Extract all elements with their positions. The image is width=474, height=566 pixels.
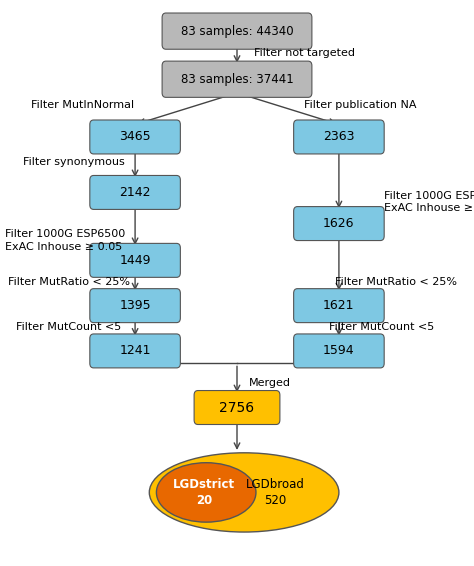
Text: 83 samples: 44340: 83 samples: 44340 [181, 25, 293, 37]
Text: Filter publication NA: Filter publication NA [304, 100, 417, 110]
Text: Merged: Merged [249, 378, 291, 388]
FancyBboxPatch shape [90, 334, 180, 368]
Text: 83 samples: 37441: 83 samples: 37441 [181, 73, 293, 85]
Text: 2363: 2363 [323, 131, 355, 143]
Text: Filter 1000G ESP6500
ExAC Inhouse ≥ 0.05: Filter 1000G ESP6500 ExAC Inhouse ≥ 0.05 [5, 229, 125, 252]
Ellipse shape [156, 463, 256, 522]
Text: 1594: 1594 [323, 345, 355, 357]
FancyBboxPatch shape [90, 120, 180, 154]
FancyBboxPatch shape [90, 289, 180, 323]
FancyBboxPatch shape [293, 289, 384, 323]
Text: Filter 1000G ESP6500
ExAC Inhouse ≥ 0.05: Filter 1000G ESP6500 ExAC Inhouse ≥ 0.05 [384, 191, 474, 213]
FancyBboxPatch shape [293, 334, 384, 368]
Text: 2142: 2142 [119, 186, 151, 199]
Text: 1449: 1449 [119, 254, 151, 267]
FancyBboxPatch shape [90, 243, 180, 277]
Text: 1395: 1395 [119, 299, 151, 312]
Text: Filter not targeted: Filter not targeted [254, 48, 355, 58]
Text: Filter MutRatio < 25%: Filter MutRatio < 25% [335, 277, 457, 287]
FancyBboxPatch shape [194, 391, 280, 424]
Text: LGDstrict
20: LGDstrict 20 [173, 478, 235, 507]
Text: 3465: 3465 [119, 131, 151, 143]
Text: 1626: 1626 [323, 217, 355, 230]
FancyBboxPatch shape [293, 207, 384, 241]
FancyBboxPatch shape [90, 175, 180, 209]
Text: 2756: 2756 [219, 401, 255, 414]
Text: Filter MutCount <5: Filter MutCount <5 [16, 322, 121, 332]
FancyBboxPatch shape [162, 13, 312, 49]
FancyBboxPatch shape [162, 61, 312, 97]
Text: Filter synonymous: Filter synonymous [23, 157, 124, 167]
Ellipse shape [149, 453, 339, 532]
Text: 1621: 1621 [323, 299, 355, 312]
Text: Filter MutRatio < 25%: Filter MutRatio < 25% [8, 277, 130, 287]
Text: 1241: 1241 [119, 345, 151, 357]
Text: Filter MutCount <5: Filter MutCount <5 [329, 322, 434, 332]
Text: LGDbroad
520: LGDbroad 520 [246, 478, 304, 507]
Text: Filter MutInNormal: Filter MutInNormal [31, 100, 135, 110]
FancyBboxPatch shape [293, 120, 384, 154]
